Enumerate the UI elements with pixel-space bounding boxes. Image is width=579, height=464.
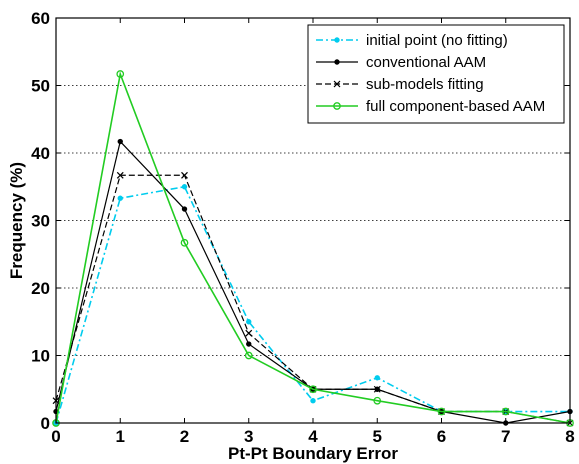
legend: initial point (no fitting) conventional A… [307, 24, 565, 124]
x-tick-label: 8 [565, 427, 574, 446]
data-point [501, 407, 510, 416]
data-point [334, 37, 340, 43]
y-tick-label: 0 [41, 414, 50, 433]
data-point [181, 206, 188, 212]
x-tick-label: 0 [51, 427, 60, 446]
data-point [181, 184, 188, 190]
y-axis-title: Frequency (%) [7, 162, 26, 279]
series-4 [52, 70, 574, 427]
data-point [373, 396, 382, 405]
legend-entry: sub-models fitting [316, 76, 484, 93]
legend-entry: conventional AAM [316, 54, 486, 71]
y-tick-label: 50 [31, 77, 50, 96]
x-tick-label: 5 [373, 427, 382, 446]
x-tick-label: 3 [244, 427, 253, 446]
data-point [117, 195, 123, 201]
data-point [246, 319, 252, 325]
data-point [310, 398, 316, 404]
series-line [55, 140, 571, 424]
legend-entry: full component-based AAM [316, 98, 545, 115]
x-tick-label: 4 [308, 427, 318, 446]
y-tick-label: 60 [31, 9, 50, 28]
x-axis-title: Pt-Pt Boundary Error [228, 444, 398, 463]
data-point [116, 171, 124, 179]
x-tick-label: 1 [116, 427, 125, 446]
series-2 [53, 138, 573, 426]
y-tick-label: 10 [31, 347, 50, 366]
series-line [55, 71, 571, 424]
legend-label: conventional AAM [366, 54, 486, 71]
legend-entry: initial point (no fitting) [316, 32, 508, 49]
data-point [180, 238, 189, 247]
data-point [437, 407, 446, 416]
x-tick-label: 7 [501, 427, 510, 446]
data-point [181, 171, 188, 179]
data-point [117, 138, 123, 145]
data-point [373, 385, 381, 393]
data-point [334, 59, 340, 65]
legend-label: sub-models fitting [366, 76, 484, 93]
data-point [374, 375, 380, 381]
data-point [246, 341, 252, 347]
data-point [333, 80, 341, 88]
data-point [244, 351, 253, 360]
legend-entries: initial point (no fitting) conventional A… [316, 32, 545, 115]
data-point [309, 385, 317, 394]
grid-layer [56, 85, 570, 356]
legend-label: full component-based AAM [366, 98, 545, 115]
data-point [116, 70, 125, 78]
tick-layer: 0 10 20 30 40 50 60 0 1 2 3 4 5 6 7 8 [31, 9, 575, 446]
data-point [333, 102, 341, 110]
x-tick-label: 2 [180, 427, 189, 446]
y-tick-label: 20 [31, 279, 50, 298]
x-tick-label: 6 [437, 427, 446, 446]
legend-label: initial point (no fitting) [366, 32, 508, 49]
y-tick-label: 40 [31, 144, 50, 163]
series-layer [52, 70, 574, 427]
data-point [245, 329, 253, 337]
y-tick-label: 30 [31, 212, 50, 231]
